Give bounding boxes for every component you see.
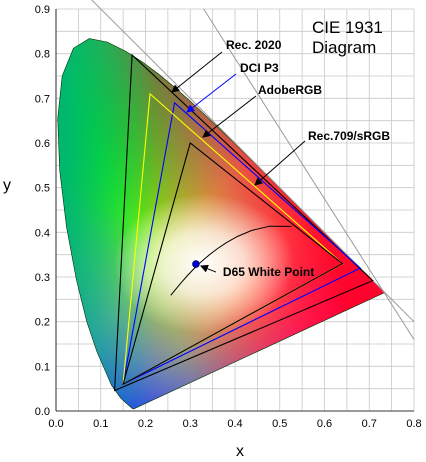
white-point-marker	[192, 260, 200, 268]
x-tick-label: 0.1	[93, 418, 108, 430]
gamut-triangles	[114, 53, 374, 392]
y-tick-label: 0.2	[35, 317, 50, 329]
fill-white-glow	[113, 193, 294, 334]
y-tick-label: 0.9	[35, 4, 50, 16]
x-tick-label: 0.0	[48, 418, 63, 430]
callout-arrow-rec-2020	[171, 51, 223, 93]
callout-label-adobergb: AdobeRGB	[258, 83, 322, 97]
planckian-locus	[170, 225, 292, 296]
y-tick-label: 0.8	[35, 49, 50, 61]
x-tick-label: 0.7	[362, 418, 377, 430]
white-point-arrow	[200, 264, 217, 273]
callout-label-rec-2020: Rec. 2020	[226, 38, 282, 52]
x-tick-label: 0.8	[406, 418, 421, 430]
y-axis-label: y	[3, 177, 11, 194]
chart-title-line2: Diagram	[312, 38, 376, 57]
gamut-rec-2020	[114, 53, 374, 392]
x-tick-label: 0.3	[183, 418, 198, 430]
y-tick-label: 0.4	[35, 227, 50, 239]
gamut-rec-709-srgb	[122, 142, 344, 386]
y-tick-label: 0.5	[35, 183, 50, 195]
gamut-dci-p3	[122, 101, 362, 386]
y-tick-label: 0.0	[35, 406, 50, 418]
x-tick-label: 0.6	[317, 418, 332, 430]
y-tick-label: 0.1	[35, 361, 50, 373]
white-point-label: D65 White Point	[223, 265, 314, 279]
y-tick-label: 0.6	[35, 138, 50, 150]
reference-line-lower	[203, 8, 415, 340]
x-tick-label: 0.2	[138, 418, 153, 430]
x-tick-label: 0.4	[227, 418, 242, 430]
callout-arrow-rec-709-srgb	[254, 140, 306, 186]
callout-label-dci-p3: DCI P3	[240, 61, 279, 75]
x-tick-label: 0.5	[272, 418, 287, 430]
callout-arrow-dci-p3	[186, 73, 237, 113]
axes: 0.0 0.1 0.2 0.3 0.4 0.5 0.6 0.7 0.8 0.0 0.1 0.2 0.3 0…	[35, 4, 422, 430]
callout-label-rec-709-srgb: Rec.709/sRGB	[308, 129, 390, 143]
chart-title-line1: CIE 1931	[312, 18, 383, 37]
annotations: Rec. 2020 DCI P3 AdobeRGB Rec.709/sRGB D65 W…	[171, 38, 390, 279]
x-axis-label: x	[236, 443, 244, 460]
callout-arrow-adobergb	[202, 95, 257, 138]
y-tick-label: 0.3	[35, 272, 50, 284]
y-tick-label: 0.7	[35, 93, 50, 105]
